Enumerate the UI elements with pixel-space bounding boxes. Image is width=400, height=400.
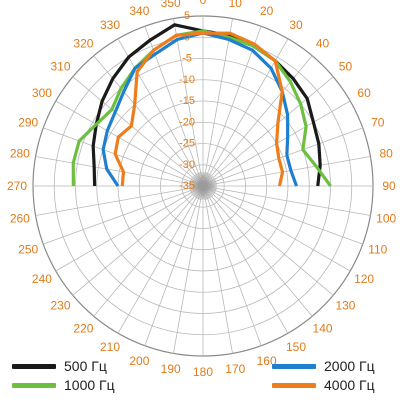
grid-spoke <box>202 185 313 317</box>
angle-tick-label: 330 <box>100 18 120 32</box>
angle-tick-label: 240 <box>32 272 52 286</box>
grid-spoke <box>202 185 334 296</box>
radial-tick-label: -30 <box>179 159 195 171</box>
angle-tick-label: 150 <box>286 340 306 354</box>
angle-tick-label: 320 <box>73 37 93 51</box>
grid-spoke <box>202 127 363 187</box>
angle-tick-label: 270 <box>7 179 27 193</box>
grid-spoke <box>43 185 204 245</box>
angle-tick-label: 300 <box>32 86 52 100</box>
radial-tick-label: 0 <box>184 31 190 43</box>
radial-tick-label: 5 <box>184 10 190 22</box>
radial-tick-label: -15 <box>179 95 195 107</box>
angle-tick-label: 110 <box>368 243 387 257</box>
legend-label-500: 500 Гц <box>64 358 107 374</box>
angle-tick-label: 310 <box>51 59 71 73</box>
angle-labels: 0 102030405060708090100110120130140150160… <box>7 0 397 379</box>
angle-tick-label: 140 <box>313 321 333 335</box>
radial-tick-label: -25 <box>179 138 195 150</box>
angle-tick-label: 190 <box>161 362 181 376</box>
grid-spoke <box>202 38 289 187</box>
series-layer <box>71 23 332 187</box>
grid-spoke <box>202 185 262 346</box>
angle-tick-label: 130 <box>335 299 355 313</box>
angle-tick-label: 180 <box>193 365 213 379</box>
grid-spoke <box>35 185 204 216</box>
angle-tick-label: 0 <box>200 0 207 7</box>
grid-spoke <box>93 185 204 317</box>
legend-label-1000: 1000 Гц <box>64 377 115 393</box>
angle-tick-label: 220 <box>73 321 93 335</box>
grid-spoke <box>202 76 334 187</box>
polar-grid <box>32 15 374 357</box>
angle-tick-label: 100 <box>376 211 396 225</box>
grid-spoke <box>202 26 262 187</box>
legend-label-2000: 2000 Гц <box>324 358 375 374</box>
grid-spoke <box>55 100 204 187</box>
series-line-3 <box>113 31 285 187</box>
angle-tick-label: 160 <box>257 354 277 368</box>
grid-spoke <box>72 185 204 296</box>
legend-swatch-2000 <box>272 363 316 369</box>
angle-tick-label: 50 <box>339 59 353 73</box>
grid-spoke <box>202 185 371 216</box>
legend-item-1000: 1000 Гц <box>12 377 115 393</box>
angle-tick-label: 290 <box>18 115 38 129</box>
grid-spoke <box>202 185 289 334</box>
grid-spoke <box>202 185 233 354</box>
grid-spoke <box>117 185 204 334</box>
grid-spoke <box>173 18 204 187</box>
legend-swatch-4000 <box>272 382 316 388</box>
angle-tick-label: 280 <box>10 147 30 161</box>
angle-tick-label: 200 <box>129 354 149 368</box>
angle-tick-label: 30 <box>289 18 303 32</box>
legend-item-4000: 4000 Гц <box>272 377 375 393</box>
grid-spoke <box>43 127 204 187</box>
angle-tick-label: 60 <box>357 86 371 100</box>
angle-tick-label: 70 <box>371 115 385 129</box>
legend-swatch-500 <box>12 363 56 369</box>
grid-spoke <box>173 185 204 354</box>
grid-spoke <box>202 18 233 187</box>
angle-tick-label: 250 <box>18 243 38 257</box>
angle-tick-label: 80 <box>379 147 393 161</box>
radial-tick-label: -20 <box>179 116 195 128</box>
legend-swatch-1000 <box>12 382 56 388</box>
angle-tick-label: 340 <box>129 4 149 18</box>
legend-item-2000: 2000 Гц <box>272 358 375 374</box>
grid-spoke <box>55 185 204 272</box>
angle-tick-label: 170 <box>225 362 245 376</box>
angle-tick-label: 230 <box>51 299 71 313</box>
angle-tick-label: 10 <box>229 0 243 10</box>
angle-tick-label: 20 <box>260 4 274 18</box>
grid-spoke <box>202 185 363 245</box>
grid-spoke <box>202 185 351 272</box>
radial-tick-label: -35 <box>179 180 195 192</box>
grid-hub-line <box>201 172 204 187</box>
grid-spoke <box>35 156 204 187</box>
angle-tick-label: 260 <box>10 211 30 225</box>
grid-spoke <box>72 76 204 187</box>
angle-tick-label: 210 <box>100 340 120 354</box>
legend-label-4000: 4000 Гц <box>324 377 375 393</box>
angle-tick-label: 120 <box>354 272 374 286</box>
legend-item-500: 500 Гц <box>12 358 107 374</box>
series-line-1 <box>71 29 332 187</box>
angle-tick-label: 350 <box>161 0 181 10</box>
grid-spoke <box>202 156 371 187</box>
angle-tick-label: 90 <box>382 179 396 193</box>
radial-tick-label: -5 <box>182 53 192 65</box>
radial-tick-label: -10 <box>179 74 195 86</box>
grid-spoke <box>144 185 204 346</box>
angle-tick-label: 40 <box>316 37 330 51</box>
grid-spoke <box>117 38 204 187</box>
radial-labels: 5 0 -5 -10 -15 -20 -25 -30 -35 <box>179 10 195 192</box>
